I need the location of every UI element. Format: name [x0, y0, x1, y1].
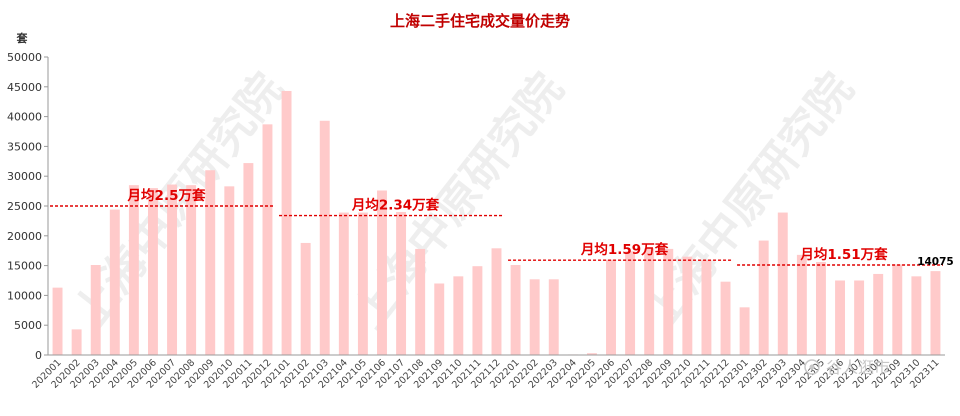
bar-202008 [186, 185, 197, 355]
bar-202005 [128, 185, 139, 355]
bar-202011 [243, 163, 254, 355]
bar-202208 [644, 248, 655, 355]
bar-202209 [663, 248, 674, 355]
bar-202304 [796, 254, 807, 355]
bar-202205 [586, 353, 597, 355]
bar-202104 [338, 212, 349, 355]
callouts: 14075 [917, 256, 954, 268]
y-tick-label: 25000 [7, 200, 42, 213]
bar-202202 [529, 279, 540, 355]
y-tick-label: 5000 [14, 319, 42, 332]
bar-202302 [758, 240, 769, 355]
bar-202107 [396, 211, 407, 355]
bar-202009 [205, 170, 216, 355]
bar-202109 [434, 283, 445, 355]
bar-202112 [491, 248, 502, 355]
bar-202002 [71, 329, 82, 355]
bar-202111 [472, 266, 483, 355]
y-tick-label: 45000 [7, 81, 42, 94]
bar-202203 [548, 279, 559, 355]
y-tick-label: 40000 [7, 111, 42, 124]
y-tick-label: 50000 [7, 51, 42, 64]
y-axis: 0 5000 10000 15000 20000 25000 30000 35000 40000… [7, 51, 49, 362]
bar-202105 [357, 212, 368, 355]
bar-202309 [892, 264, 903, 355]
y-tick-label: 20000 [7, 230, 42, 243]
bar-202103 [319, 120, 330, 355]
bar-202211 [701, 260, 712, 355]
brand-mark: 谷人逛市 [804, 358, 890, 377]
bar-202207 [625, 251, 636, 355]
bar-202301 [739, 307, 750, 355]
bar-202201 [510, 265, 521, 355]
bar-202206 [606, 259, 616, 355]
y-tick-label: 10000 [7, 289, 42, 302]
bar-202212 [720, 281, 731, 355]
last-value-label: 14075 [917, 256, 954, 268]
bar-202004 [109, 209, 120, 355]
bar-202108 [415, 248, 426, 355]
bar-202010 [224, 186, 235, 355]
bar-202101 [281, 90, 292, 356]
y-tick-label: 0 [35, 349, 42, 362]
chart-title: 上海二手住宅成交量价走势 [390, 12, 570, 30]
bar-202110 [453, 276, 464, 355]
bar-202012 [262, 124, 273, 356]
bar-202003 [90, 265, 101, 355]
average-label: 月均2.34万套 [351, 197, 440, 214]
average-label: 月均1.59万套 [580, 241, 669, 258]
average-label: 月均2.5万套 [127, 187, 206, 204]
brand-logo-icon-inner [809, 364, 815, 370]
bar-202310 [911, 276, 922, 355]
bar-202210 [682, 256, 693, 355]
y-tick-label: 35000 [7, 140, 42, 153]
brand-logo-icon [804, 359, 820, 375]
average-label: 月均1.51万套 [799, 246, 888, 263]
bar-202102 [300, 242, 311, 355]
bar-202303 [777, 212, 788, 355]
bar-202307 [854, 280, 865, 355]
bar-202305 [815, 262, 826, 355]
bar-202106 [377, 190, 387, 355]
bar-series [52, 90, 941, 356]
y-tick-label: 30000 [7, 170, 42, 183]
y-tick-label: 15000 [7, 260, 42, 273]
bar-202306 [835, 280, 845, 355]
y-axis-unit: 套 [17, 31, 29, 45]
bar-202007 [167, 184, 178, 355]
bar-202311 [930, 271, 941, 355]
bar-202001 [52, 287, 63, 355]
bar-202006 [148, 188, 158, 355]
bar-202308 [873, 273, 884, 355]
brand-text: 谷人逛市 [826, 358, 890, 377]
